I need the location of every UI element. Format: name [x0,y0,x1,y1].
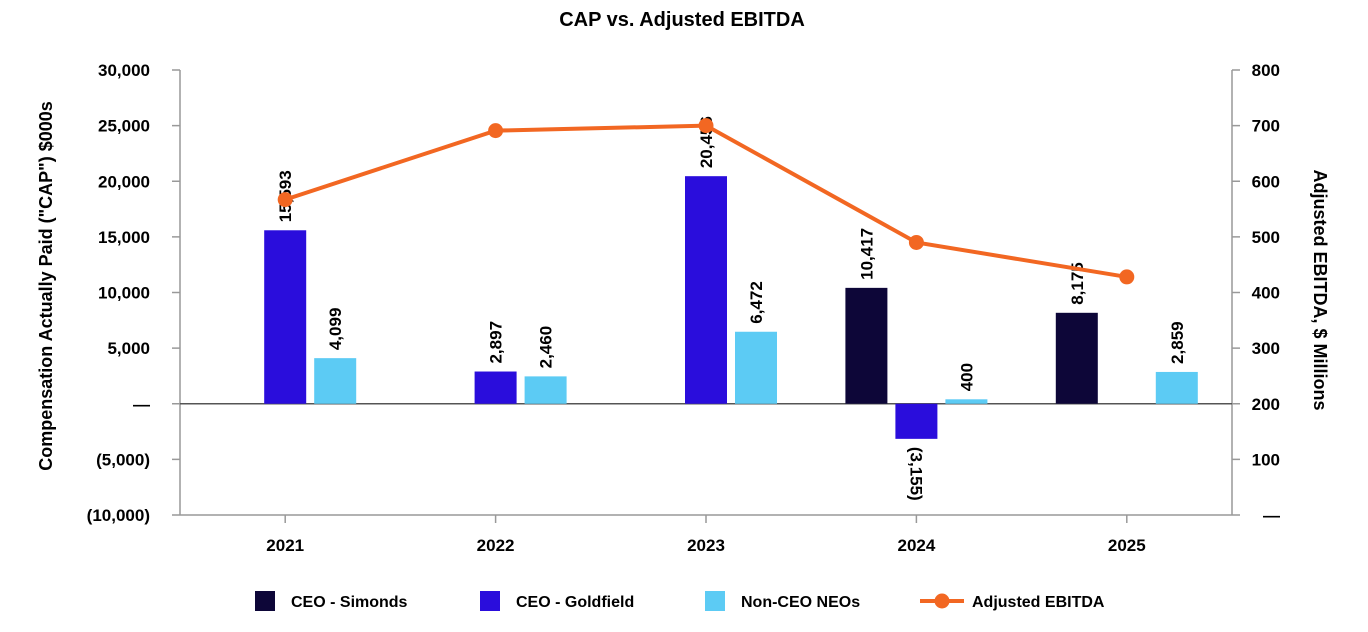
bar-non-ceo-neos-2023 [735,331,777,404]
bar-non-ceo-neos-2025 [1155,371,1198,404]
data-label: (3,155) [906,447,925,501]
y-tick-label: 25,000 [98,117,150,136]
y2-tick-label: — [1263,506,1280,525]
y-tick-label: (10,000) [87,506,150,525]
ebitda-point-2022 [488,123,504,139]
y-tick-label: — [133,395,150,414]
axes: 30,000 25,000 20,000 15,000 10,000 5,000 — (5,0… [87,61,1280,555]
y2-tick-label: 700 [1252,117,1280,136]
data-label: 400 [957,363,976,391]
data-label: 2,897 [487,321,506,364]
y2-tick-label: 400 [1252,284,1280,303]
data-label: 10,417 [857,228,876,280]
data-label: 2,859 [1168,321,1187,364]
ebitda-point-2025 [1119,269,1135,285]
y-tick-label: 5,000 [107,339,150,358]
y2-tick-label: 200 [1252,395,1280,414]
y-tick-label: (5,000) [96,450,150,469]
data-label: 2,460 [537,326,556,369]
data-label: 8,175 [1068,262,1087,305]
bar-ceo-goldfield-2024 [895,403,938,439]
data-label: 4,099 [326,308,345,351]
y2-tick-label: 500 [1252,228,1280,247]
bar-ceo-goldfield-2021 [264,230,307,404]
x-tick-label: 2023 [687,536,725,555]
y2-axis-label: Adjusted EBITDA, $ Millions [1310,169,1330,410]
bar-non-ceo-neos-2021 [314,358,357,404]
bar-non-ceo-neos-2022 [524,376,567,404]
ebitda-point-2024 [908,234,924,250]
legend-label-non-ceo-neos: Non-CEO NEOs [741,594,860,611]
ebitda-point-2021 [277,192,293,208]
legend-label-ceo-goldfield: CEO - Goldfield [516,594,634,611]
legend-marker-adjusted-ebitda [934,593,950,609]
bar-ceo-simonds-2024 [845,287,888,404]
legend-label-ceo-simonds: CEO - Simonds [291,594,408,611]
data-labels: 10,4178,17515,5932,89720,456(3,155)4,099… [276,116,1187,501]
bar-non-ceo-neos-2024 [945,399,988,404]
bar-ceo-goldfield-2023 [685,176,727,404]
y-tick-label: 20,000 [98,172,150,191]
bars [264,176,1198,439]
y-tick-label: 30,000 [98,61,150,80]
y2-tick-label: 800 [1252,61,1280,80]
legend-swatch-non-ceo-neos [705,591,725,611]
bar-ceo-simonds-2025 [1055,312,1098,404]
ebitda-point-2023 [698,118,714,134]
legend: CEO - Simonds CEO - Goldfield Non-CEO NEOs… [255,591,1105,611]
data-label: 6,472 [747,281,766,324]
y-axis-label: Compensation Actually Paid ("CAP") $000s [36,101,56,471]
x-tick-label: 2021 [266,536,304,555]
y2-tick-label: 100 [1252,450,1280,469]
legend-swatch-ceo-simonds [255,591,275,611]
legend-label-adjusted-ebitda: Adjusted EBITDA [972,594,1105,611]
legend-swatch-ceo-goldfield [480,591,500,611]
x-tick-label: 2025 [1108,536,1146,555]
y-tick-label: 15,000 [98,228,150,247]
bar-ceo-goldfield-2022 [474,371,517,404]
x-tick-label: 2024 [897,536,935,555]
y2-tick-label: 300 [1252,339,1280,358]
y2-tick-label: 600 [1252,172,1280,191]
chart-title: CAP vs. Adjusted EBITDA [559,9,805,31]
x-tick-label: 2022 [477,536,515,555]
y-tick-label: 10,000 [98,284,150,303]
ebitda-line [277,118,1135,285]
